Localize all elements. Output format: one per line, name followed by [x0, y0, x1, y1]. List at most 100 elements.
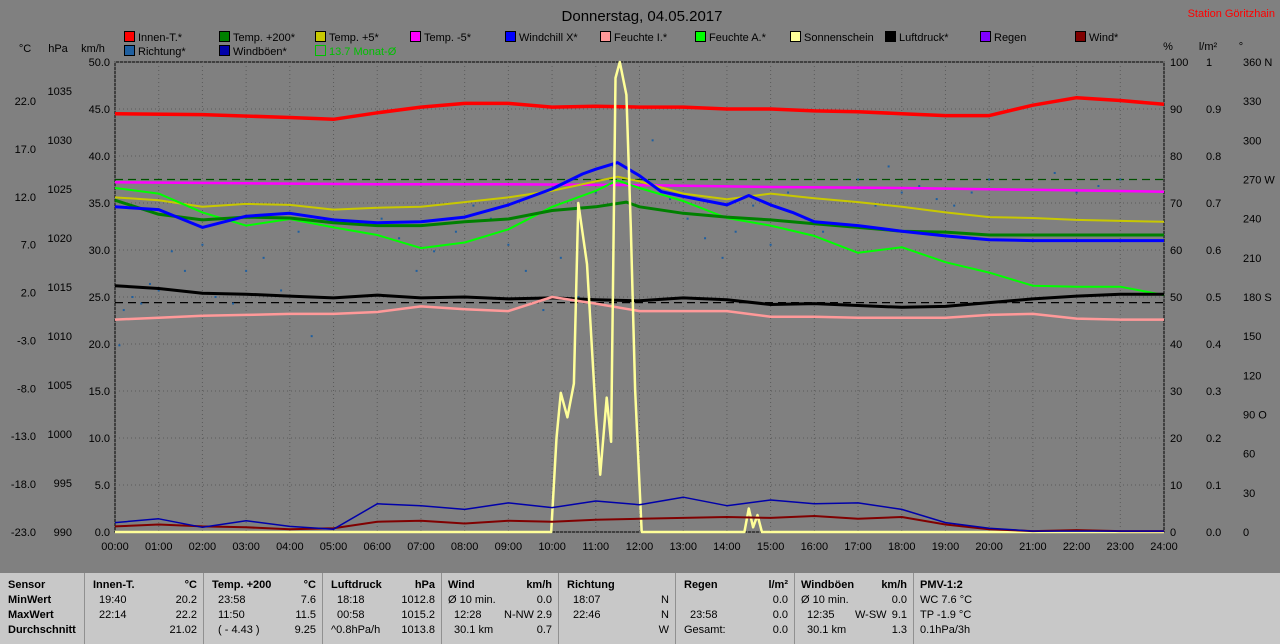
x-tick-label: 02:00 [189, 541, 217, 553]
stats-luftdruck-header: Luftdruck [331, 579, 382, 591]
x-tick-label: 12:00 [626, 541, 654, 553]
legend-swatch [219, 31, 230, 42]
x-tick-label: 06:00 [363, 541, 391, 553]
y-tick-percent: 0 [1170, 527, 1176, 539]
stats-boeen-avg-val: 1.3 [891, 624, 907, 636]
stats-innen-min-val: 20.2 [175, 594, 197, 606]
legend-label: Sonnenschein [804, 32, 874, 44]
legend-swatch [124, 45, 135, 56]
direction-point [874, 204, 877, 207]
direction-point [594, 191, 597, 194]
y-tick-rain: 0.0 [1206, 527, 1221, 539]
direction-point [988, 178, 991, 181]
stats-luftdruck-min-val: 1012.8 [401, 594, 435, 606]
unit-degree: ° [1239, 41, 1243, 53]
stats-pmv-avg: 0.1hPa/3h [920, 624, 971, 636]
unit-hpa: hPa [48, 43, 68, 55]
y-tick-rain: 0.4 [1206, 339, 1221, 351]
direction-point [131, 296, 134, 298]
y-tick-pressure: 1010 [48, 331, 72, 343]
unit-celsius: °C [19, 43, 31, 55]
y-tick-rain: 0.5 [1206, 292, 1221, 304]
stats-luftdruck-avg-val: 1013.8 [401, 624, 435, 636]
direction-point [262, 256, 265, 259]
stats-temp200-avg-val: 9.25 [294, 624, 316, 636]
legend-label: Feuchte A.* [709, 32, 766, 44]
legend-swatch [505, 31, 516, 42]
direction-point [1119, 178, 1122, 181]
legend-swatch [695, 31, 706, 42]
stats-wind-avg-val: 0.7 [536, 624, 552, 636]
direction-point [201, 243, 204, 246]
x-tick-label: 08:00 [451, 541, 479, 553]
y-tick-rain: 0.2 [1206, 433, 1221, 445]
legend-label: Feuchte I.* [614, 32, 668, 44]
y-tick-speed: 30.0 [89, 245, 110, 257]
stats-richtung-header: Richtung [567, 579, 615, 591]
direction-point [118, 344, 121, 347]
x-tick-label: 10:00 [538, 541, 566, 553]
y-tick-speed: 20.0 [89, 339, 110, 351]
direction-point [380, 217, 383, 220]
y-tick-percent: 80 [1170, 151, 1182, 163]
stats-regen-unit: l/m² [768, 579, 788, 591]
direction-point [651, 139, 654, 142]
y-tick-percent: 20 [1170, 433, 1182, 445]
y-tick-speed: 25.0 [89, 292, 110, 304]
legend-item: Feuchte A.* [695, 31, 766, 44]
direction-point [454, 230, 457, 233]
direction-point [970, 191, 973, 194]
y-tick-speed: 40.0 [89, 151, 110, 163]
direction-point [1075, 191, 1078, 194]
y-tick-percent: 70 [1170, 198, 1182, 210]
stats-wind-min-val: 0.0 [536, 594, 552, 606]
stats-richtung-max-time: 22:46 [573, 609, 601, 621]
direction-point [857, 178, 860, 181]
y-tick-direction: 30 [1243, 488, 1255, 500]
y-tick-direction: 360 N [1243, 57, 1272, 69]
stats-regen-max-val: 0.0 [772, 609, 788, 621]
legend-label: Temp. -5* [424, 32, 472, 44]
legend-label: Wind* [1089, 32, 1119, 44]
direction-point [918, 185, 921, 188]
direction-point [157, 289, 160, 292]
stats-innen-max-val: 22.2 [175, 609, 197, 621]
y-tick-direction: 60 [1243, 449, 1255, 461]
y-tick-direction: 120 [1243, 370, 1261, 382]
stats-col-richtung: Richtung 18:07 N 22:46 N W [559, 573, 676, 644]
legend-swatch [410, 31, 421, 42]
direction-point [183, 269, 186, 272]
y-tick-direction: 270 W [1243, 175, 1275, 187]
y-tick-percent: 90 [1170, 104, 1182, 116]
legend-swatch [124, 31, 135, 42]
stats-pmv-min: WC 7.6 °C [920, 594, 973, 606]
stats-regen-header: Regen [684, 579, 718, 591]
y-tick-direction: 150 [1243, 331, 1261, 343]
stats-wind-min-time: Ø 10 min. [448, 594, 496, 606]
grid [114, 61, 1165, 533]
y-tick-pressure: 995 [54, 478, 72, 490]
direction-point [524, 269, 527, 272]
stats-sensor-header: Sensor [8, 579, 46, 591]
stats-col-temp200: Temp. +200 °C 23:58 7.6 11:50 11.5 ( - 4… [204, 573, 323, 644]
direction-point [398, 237, 401, 240]
direction-point [472, 204, 475, 207]
weather-chart: Donnerstag, 04.05.2017 Station Göritzhai… [11, 8, 1275, 553]
x-tick-label: 03:00 [232, 541, 260, 553]
y-tick-temp: -13.0 [11, 431, 36, 443]
legend-item: 13.7 Monat-Ø [315, 45, 396, 58]
direction-point [787, 191, 790, 194]
y-tick-percent: 10 [1170, 480, 1182, 492]
y-tick-rain: 0.1 [1206, 480, 1221, 492]
direction-point [280, 289, 283, 292]
stats-wind-max-dir: N-NW [504, 609, 534, 621]
y-tick-direction: 180 S [1243, 292, 1272, 304]
direction-point [122, 309, 125, 312]
series-lines [114, 60, 1165, 534]
direction-point [232, 302, 235, 305]
y-tick-temp: -8.0 [17, 383, 36, 395]
y-tick-speed: 10.0 [89, 433, 110, 445]
direction-point [822, 230, 825, 233]
stats-max-label: MaxWert [8, 609, 54, 621]
x-tick-label: 05:00 [320, 541, 348, 553]
